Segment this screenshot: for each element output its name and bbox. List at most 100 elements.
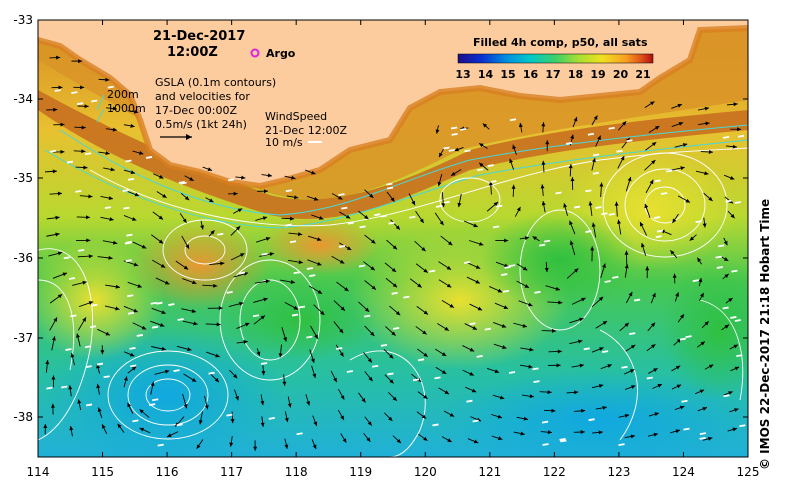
wind-arrow xyxy=(472,419,479,423)
velocity-arrowhead xyxy=(523,416,528,421)
wind-arrow xyxy=(85,365,92,369)
x-tick-label: 125 xyxy=(737,465,760,479)
gsla-line3: 17-Dec 00:00Z xyxy=(155,104,237,117)
wind-arrow xyxy=(150,301,157,305)
velocity-arrowhead xyxy=(214,377,219,383)
velocity-arrowhead xyxy=(53,317,58,322)
wind-arrow xyxy=(560,439,567,443)
velocity-arrowhead xyxy=(70,353,75,358)
wind-arrow xyxy=(476,354,483,358)
velocity-arrowhead xyxy=(641,242,645,248)
wind-arrow xyxy=(168,303,175,306)
x-tick-label: 116 xyxy=(156,465,179,479)
velocity-arrowhead xyxy=(557,349,562,354)
velocity-arrowhead xyxy=(265,237,271,241)
velocity-arrowhead xyxy=(245,322,250,327)
velocity-arrowhead xyxy=(83,165,88,170)
velocity-arrowhead xyxy=(368,376,373,382)
velocity-arrowhead xyxy=(262,216,268,221)
wind-arrow xyxy=(70,314,77,318)
y-tick-label: -38 xyxy=(13,410,33,424)
x-axis: 114 115 116 117 118 119 120 121 122 123 124 125 xyxy=(27,20,760,479)
velocity-arrowhead xyxy=(479,162,484,167)
wind-arrow xyxy=(127,311,135,315)
velocity-arrowhead xyxy=(183,403,188,409)
colorbar-tick-label: 19 xyxy=(590,68,605,81)
velocity-arrowhead xyxy=(528,364,533,369)
velocity-arrowhead xyxy=(617,219,621,224)
velocity-arrowhead xyxy=(497,414,503,419)
velocity-arrowhead xyxy=(444,326,449,331)
velocity-arrowhead xyxy=(100,350,105,355)
wind-arrow xyxy=(386,186,394,190)
velocity-arrowhead xyxy=(291,175,296,180)
velocity-arrowhead xyxy=(207,167,213,172)
wind-arrow xyxy=(734,319,741,322)
velocity-arrowhead xyxy=(568,164,573,169)
wind-arrow xyxy=(592,153,600,157)
velocity-arrowhead xyxy=(541,160,546,165)
wind-arrow xyxy=(178,180,185,184)
velocity-arrowhead xyxy=(55,215,60,220)
wind-line2: 21-Dec 12:00Z xyxy=(265,124,347,137)
wind-arrow xyxy=(338,245,346,248)
wind-arrow xyxy=(293,271,300,275)
x-tick-label: 117 xyxy=(220,465,243,479)
velocity-arrowhead xyxy=(68,385,73,390)
wind-arrow xyxy=(346,370,353,373)
velocity-arrowhead xyxy=(579,363,584,368)
velocity-arrowhead xyxy=(558,300,563,305)
velocity-arrowhead xyxy=(139,427,145,432)
x-tick-label: 118 xyxy=(285,465,308,479)
wind-arrow xyxy=(661,192,668,195)
velocity-arrowhead xyxy=(235,226,241,231)
velocity-arrowhead xyxy=(313,421,318,426)
velocity-arrowhead xyxy=(524,236,530,241)
gsla-line1: GSLA (0.1m contours) xyxy=(155,76,276,89)
wind-arrow xyxy=(227,178,235,182)
velocity-arrowhead xyxy=(488,181,493,186)
velocity-arrowhead xyxy=(339,352,344,357)
wind-arrow xyxy=(217,232,224,236)
velocity-arrowhead xyxy=(113,240,118,245)
velocity-arrowhead xyxy=(504,238,509,243)
velocity-arrowhead xyxy=(522,266,528,271)
velocity-arrowhead xyxy=(679,314,684,319)
velocity-arrowhead xyxy=(123,376,128,381)
velocity-arrowhead xyxy=(311,170,316,175)
velocity-arrowhead xyxy=(340,395,345,400)
velocity-arrowhead xyxy=(651,292,656,298)
wind-arrow xyxy=(296,432,303,436)
velocity-arrowhead xyxy=(482,123,488,128)
velocity-arrowhead xyxy=(253,446,258,451)
velocity-arrowhead xyxy=(239,301,244,306)
velocity-arrowhead xyxy=(654,412,659,417)
velocity-arrowhead xyxy=(651,142,657,147)
velocity-arrowhead xyxy=(312,373,317,379)
velocity-arrowhead xyxy=(58,85,63,90)
velocity-arrowhead xyxy=(364,215,369,220)
velocity-arrowhead xyxy=(389,379,394,384)
velocity-arrowhead xyxy=(441,352,447,356)
velocity-arrowhead xyxy=(167,433,172,437)
velocity-arrowhead xyxy=(346,246,352,251)
wind-arrow xyxy=(618,443,625,447)
velocity-arrowhead xyxy=(317,290,323,294)
velocity-arrowhead xyxy=(218,306,223,311)
velocity-arrowhead xyxy=(117,423,122,429)
velocity-arrowhead xyxy=(261,371,266,376)
velocity-arrowhead xyxy=(263,189,268,194)
velocity-arrowhead xyxy=(629,369,635,373)
wind-arrow xyxy=(532,367,539,371)
velocity-arrowhead xyxy=(494,369,500,374)
velocity-arrowhead xyxy=(732,144,737,149)
velocity-arrowhead xyxy=(265,279,270,284)
wind-arrow xyxy=(75,190,82,193)
gsla-contours xyxy=(38,147,748,457)
wind-arrow xyxy=(443,146,450,150)
wind-arrow xyxy=(84,152,92,156)
velocity-arrowhead xyxy=(529,347,534,352)
velocity-arrowhead xyxy=(51,336,56,341)
velocity-arrowhead xyxy=(314,334,318,339)
wind-arrow xyxy=(646,376,653,380)
